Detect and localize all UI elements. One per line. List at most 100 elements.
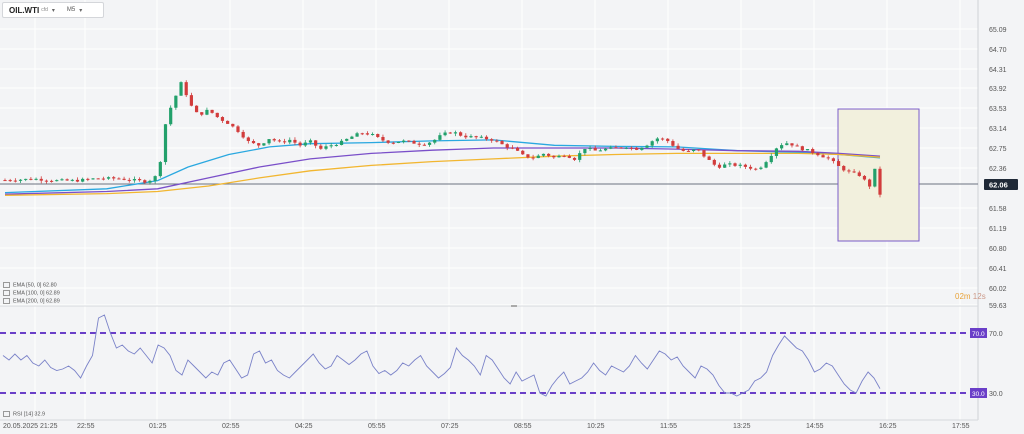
candle-timer: 02m 12s — [955, 292, 986, 301]
candle-body — [748, 166, 753, 169]
candle-body — [339, 140, 344, 145]
rsi-axis-label: 30.0 — [989, 391, 1003, 398]
price-tick-label: 62.36 — [989, 166, 1007, 173]
candle-body — [603, 148, 608, 151]
legend-ema200[interactable]: EMA [200, 0] 62.89 — [3, 298, 60, 304]
candle-body — [712, 159, 716, 165]
candle-body — [495, 140, 499, 142]
price-tick-label: 63.14 — [989, 126, 1007, 133]
candle-body — [117, 178, 121, 180]
candle-body — [862, 175, 867, 180]
candle-body — [184, 82, 188, 96]
candle-body — [412, 140, 416, 144]
symbol-sub-label: cfd — [41, 7, 48, 13]
candle-body — [453, 132, 458, 134]
candle-body — [536, 155, 540, 159]
candle-body — [282, 141, 287, 143]
candle-body — [8, 180, 12, 182]
candle-body — [490, 139, 494, 141]
candle-body — [438, 135, 442, 140]
candle-body — [226, 120, 230, 124]
rsi-level-tag — [970, 388, 987, 398]
candle-body — [360, 133, 364, 135]
timeframe-label[interactable]: M5 — [66, 7, 76, 13]
candle-body — [303, 142, 307, 146]
candle-body — [39, 178, 43, 181]
legend-rsi[interactable]: RSI [14] 32.9 — [3, 411, 45, 417]
candle-body — [484, 136, 489, 140]
rsi-line — [2, 314, 881, 397]
candle-body — [572, 157, 577, 160]
time-tick-label: 07:25 — [441, 423, 459, 430]
price-tick-label: 64.31 — [989, 67, 1007, 74]
time-axis: 20.05.2025 21:25 22:55 01:25 02:55 04:25 05:5… — [3, 423, 970, 430]
candle-body — [660, 138, 665, 140]
candle-body — [821, 155, 825, 158]
candle-body — [754, 168, 758, 170]
candle-body — [619, 147, 623, 149]
candle-body — [96, 178, 100, 180]
time-tick-label: 20.05.2025 21:25 — [3, 423, 58, 430]
candle-body — [65, 179, 69, 181]
candle-body — [795, 145, 799, 147]
price-tick-label: 63.53 — [989, 106, 1007, 113]
candle-body — [314, 140, 318, 146]
time-tick-label: 22:55 — [77, 423, 95, 430]
candle-body — [210, 109, 214, 113]
candle-body — [391, 142, 395, 144]
candle-body — [671, 141, 675, 146]
candle-body — [44, 180, 49, 182]
candle-body — [433, 139, 437, 143]
candle-body — [500, 141, 504, 145]
candle-body — [831, 158, 836, 162]
candle-body — [427, 142, 432, 145]
candle-body — [3, 180, 7, 182]
candle-body — [857, 172, 861, 176]
candle-body — [81, 178, 85, 182]
price-tick-label: 59.63 — [989, 303, 1007, 310]
candle-body — [158, 162, 162, 177]
candle-body — [759, 167, 763, 169]
price-tick-label: 61.19 — [989, 226, 1007, 233]
candle-body — [614, 147, 618, 149]
candle-body — [702, 150, 706, 157]
candle-body — [13, 180, 17, 182]
price-tick-label: 64.70 — [989, 47, 1007, 54]
candle-body — [676, 145, 680, 149]
candle-body — [91, 178, 95, 180]
candle-body — [743, 164, 747, 167]
candle-body — [842, 165, 846, 171]
time-tick-label: 11:55 — [660, 423, 677, 430]
candle-body — [567, 156, 571, 158]
chevron-down-icon[interactable]: ▾ — [51, 7, 55, 14]
chevron-down-icon[interactable]: ▾ — [79, 7, 83, 14]
time-tick-label: 10:25 — [587, 423, 605, 430]
candle-body — [686, 150, 691, 152]
candle-body — [277, 140, 282, 142]
candle-body — [474, 136, 478, 138]
legend-ema50[interactable]: EMA [50, 0] 62.80 — [3, 282, 57, 288]
candle-body — [371, 134, 375, 136]
price-tick-label: 63.92 — [989, 86, 1007, 93]
candle-body — [138, 179, 142, 181]
candle-body — [531, 157, 535, 159]
candle-body — [257, 143, 261, 146]
candle-body — [562, 155, 566, 157]
symbol-label: OIL.WTI — [9, 5, 40, 15]
candle-body — [101, 178, 105, 180]
legend-swatch-icon — [3, 298, 10, 304]
candle-body — [593, 148, 597, 151]
candle-body — [169, 107, 173, 125]
price-axis: 65.09 64.70 64.31 63.92 63.53 63.14 62.75 62.36… — [984, 27, 1018, 310]
candle-body — [578, 153, 582, 160]
symbol-selector[interactable]: OIL.WTI cfd ▾ M5 ▾ — [2, 2, 104, 18]
candle-body — [521, 150, 525, 155]
candle-body — [805, 149, 810, 151]
candle-body — [635, 147, 639, 150]
candle-body — [329, 145, 333, 147]
candle-body — [272, 139, 276, 141]
candle-body — [288, 139, 292, 143]
candle-body — [241, 131, 245, 138]
legend-ema100[interactable]: EMA [100, 0] 62.89 — [3, 290, 60, 296]
